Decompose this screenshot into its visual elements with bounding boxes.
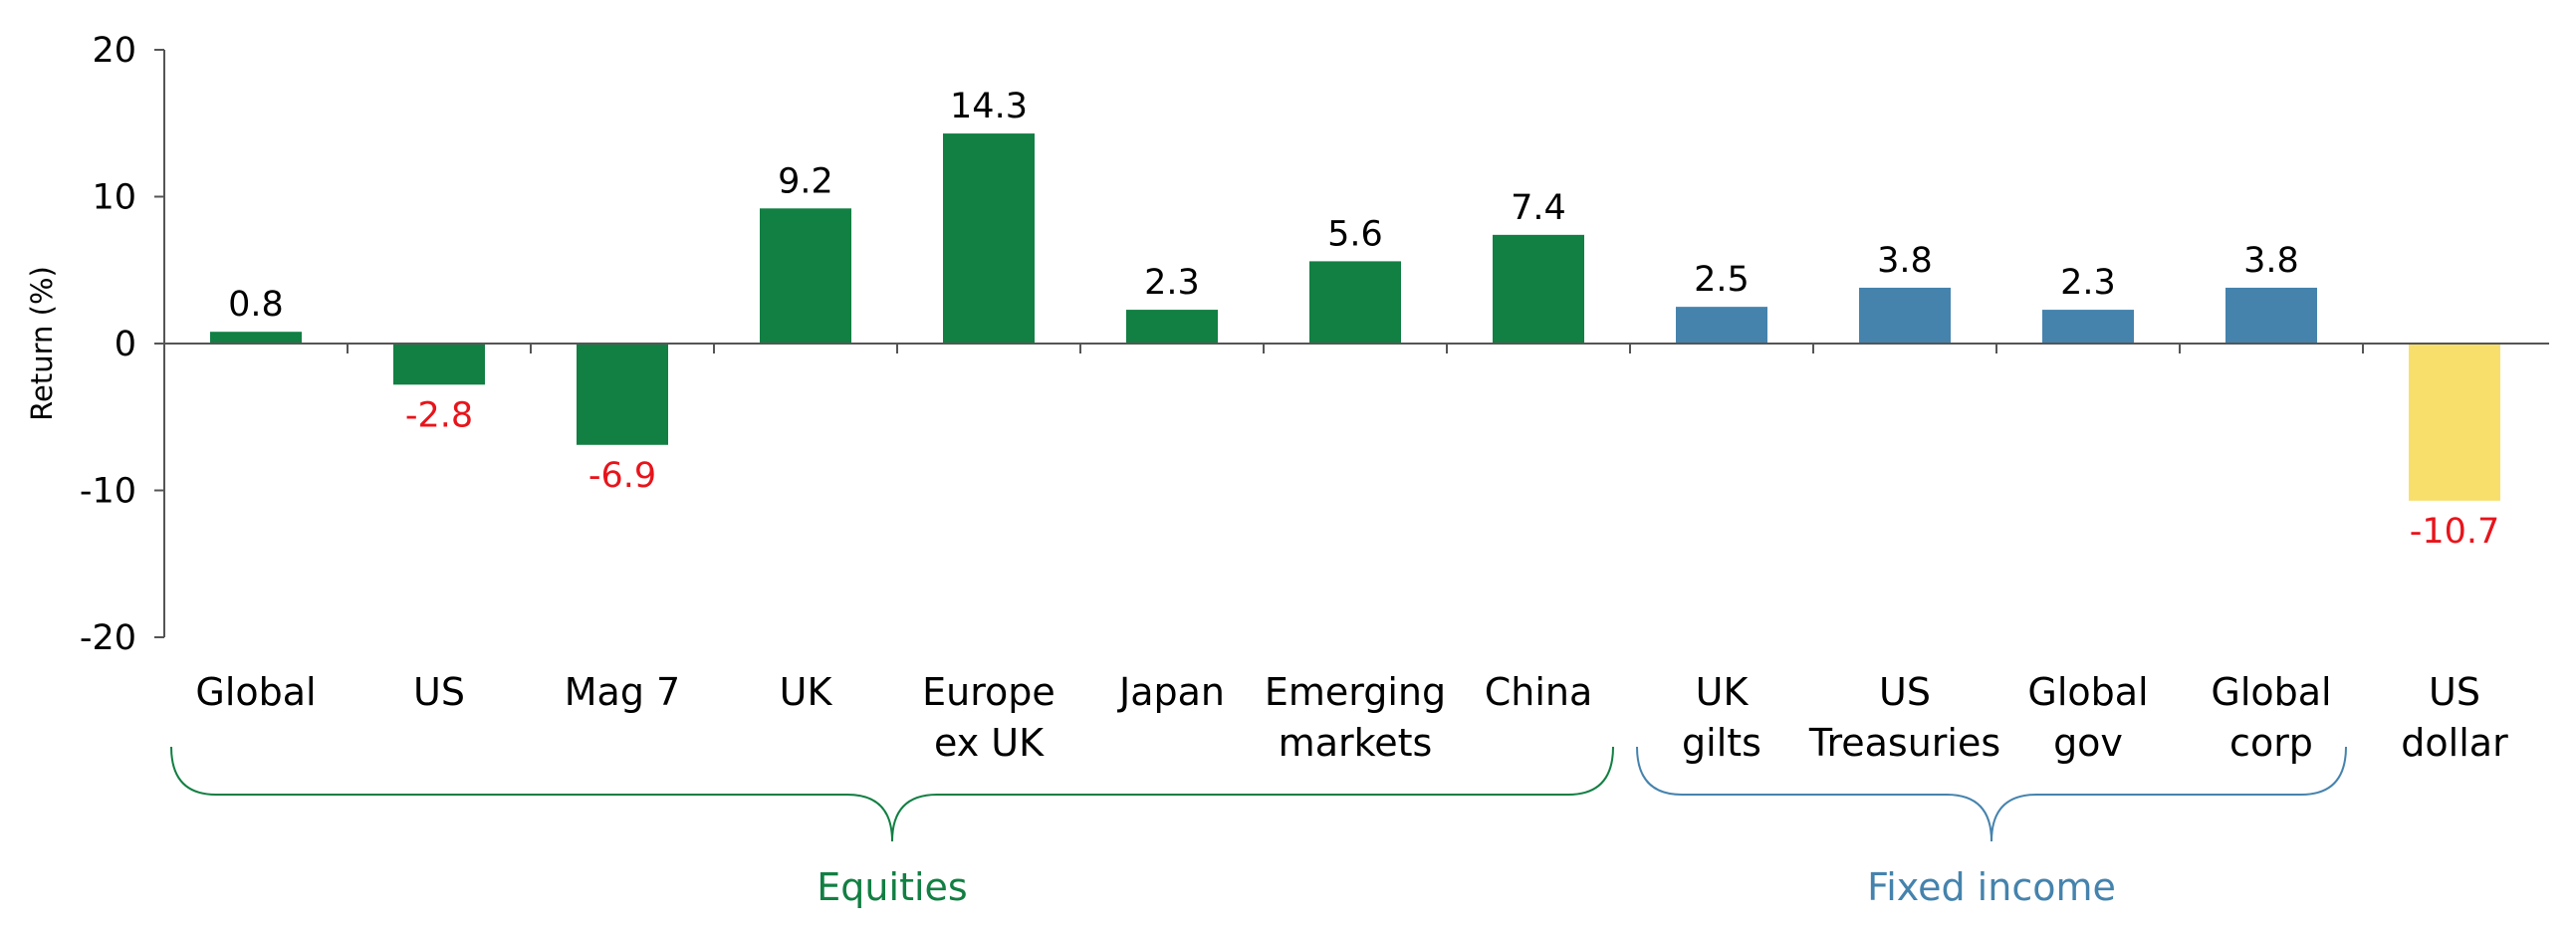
category-labels: Global US Mag 7 UK Europe ex UK Japan Emerging m… (195, 670, 2508, 765)
category-label-line: Mag 7 (565, 670, 680, 714)
bars (210, 133, 2500, 501)
bar (760, 208, 851, 344)
category-label: Japan (1117, 670, 1225, 714)
value-label: 0.8 (228, 285, 284, 325)
value-label: -10.7 (2410, 512, 2500, 552)
category-label-line: Global (2211, 670, 2331, 714)
category-label: UK (780, 670, 833, 714)
category-label: Global corp (2211, 670, 2331, 765)
value-label: 3.8 (1877, 241, 1933, 281)
category-label-line: Emerging (1265, 670, 1446, 714)
category-label: Mag 7 (565, 670, 680, 714)
category-label-line: gilts (1682, 721, 1761, 765)
bar (2409, 344, 2500, 501)
value-label: 7.4 (1511, 188, 1566, 228)
value-label: 2.5 (1694, 260, 1750, 300)
category-label: US Treasuries (1808, 670, 2000, 765)
category-label: US (413, 670, 465, 714)
category-label: Global (195, 670, 316, 714)
value-label: 14.3 (950, 87, 1028, 126)
category-label-line: dollar (2401, 721, 2508, 765)
bar (1126, 310, 1218, 344)
group-braces: Equities Fixed income (170, 746, 2347, 909)
y-tick-label: 0 (115, 325, 136, 364)
category-label-line: Europe (922, 670, 1055, 714)
bar (2042, 310, 2134, 344)
value-label: 2.3 (1144, 263, 1200, 303)
value-label: -6.9 (588, 456, 656, 496)
y-tick-label: 10 (92, 178, 136, 218)
category-label-line: markets (1279, 721, 1433, 765)
bar (577, 344, 668, 445)
category-label-line: China (1485, 670, 1593, 714)
bar (1309, 261, 1401, 344)
bar (1493, 234, 1584, 344)
category-label-line: Treasuries (1808, 721, 2000, 765)
y-tick-label: 20 (92, 31, 136, 71)
y-tick-label: -10 (80, 472, 136, 512)
value-labels: 0.8 -2.8 -6.9 9.2 14.3 2.3 5.6 7.4 2.5 3.8 2.3 3.8 -… (228, 87, 2499, 552)
category-label-line: Japan (1117, 670, 1225, 714)
x-axis (164, 343, 2549, 353)
category-label-line: US (413, 670, 465, 714)
category-label-line: UK (780, 670, 833, 714)
category-label: Europe ex UK (922, 670, 1055, 765)
value-label: -2.8 (405, 395, 473, 435)
category-label-line: corp (2229, 721, 2313, 765)
y-tick-label: -20 (80, 618, 136, 658)
group-brace (1636, 746, 2347, 842)
category-label: Global gov (2027, 670, 2148, 765)
category-label: US dollar (2401, 670, 2508, 765)
bar (393, 344, 485, 385)
category-label-line: UK (1696, 670, 1750, 714)
category-label-line: ex UK (934, 721, 1045, 765)
category-label-line: Global (195, 670, 316, 714)
bar (1676, 307, 1767, 344)
y-axis: 20 10 0 -10 -20 (80, 31, 165, 658)
group-label: Fixed income (1867, 865, 2116, 909)
bar (210, 332, 302, 344)
category-label: Emerging markets (1265, 670, 1446, 765)
bar (2225, 287, 2317, 344)
group-label: Equities (817, 865, 967, 909)
bar (1859, 287, 1951, 344)
group-brace (170, 746, 1614, 842)
category-label: UK gilts (1682, 670, 1761, 765)
category-label-line: Global (2027, 670, 2148, 714)
value-label: 9.2 (778, 161, 833, 201)
category-label-line: US (1879, 670, 1931, 714)
category-label-line: gov (2053, 721, 2123, 765)
y-axis-label: Return (%) (25, 266, 59, 421)
value-label: 3.8 (2243, 241, 2299, 281)
value-label: 2.3 (2060, 263, 2116, 303)
bar (943, 133, 1035, 344)
category-label: China (1485, 670, 1593, 714)
category-label-line: US (2429, 670, 2480, 714)
value-label: 5.6 (1327, 214, 1383, 254)
